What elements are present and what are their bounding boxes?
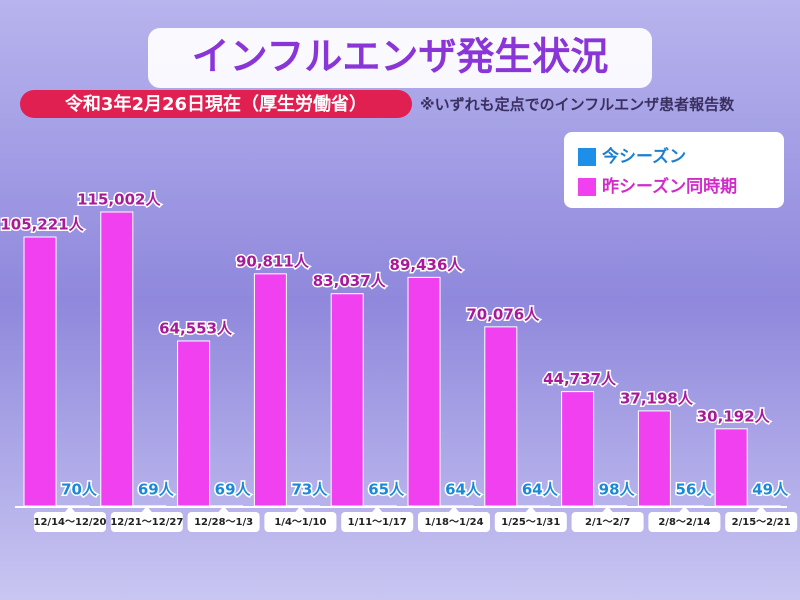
value-label: 37,198人 [620,389,694,407]
bar [23,236,57,507]
x-label-box [187,512,260,532]
note: ※いずれも定点でのインフルエンザ患者報告数 [420,96,735,114]
x-label-box [725,512,798,532]
legend-label: 今シーズン [602,146,686,167]
x-label-box [494,512,567,532]
value-label: 49人 [752,481,789,499]
bar [484,326,518,507]
x-label-box [34,512,106,532]
bar [100,211,134,507]
x-tick-label: 12/21～12/27 [110,517,183,528]
bar [637,410,671,507]
x-label-pointer [295,506,306,512]
value-label: 69人 [138,481,175,499]
bar [330,293,364,507]
legend-swatch [578,148,596,166]
bar [407,276,441,507]
x-label-box [341,512,414,532]
bar [714,428,748,507]
x-label-box [571,512,644,532]
x-tick-label: 12/28～1/3 [194,517,253,528]
x-label-box [648,512,721,532]
value-label: 105,221人 [0,216,84,234]
x-label-pointer [525,506,536,512]
x-tick-label: 1/11～1/17 [348,517,407,528]
value-label: 65人 [368,481,405,499]
x-tick-label: 12/14～12/20 [34,517,107,528]
baseline [15,506,787,508]
x-tick-label: 2/1～2/7 [585,517,630,528]
chart-title: インフルエンザ発生状況 [192,35,609,79]
legend-label: 昨シーズン同時期 [602,176,737,197]
value-label: 73人 [291,481,328,499]
value-label: 70人 [61,481,98,499]
subtitle: 令和3年2月26日現在（厚生労働省） [64,93,367,115]
value-label: 64,553人 [159,319,233,337]
value-label: 90,811人 [236,252,310,270]
title-box [148,28,652,88]
bar [561,391,595,507]
x-label-pointer [65,506,75,512]
value-label: 64人 [522,481,559,499]
value-label: 115,002人 [77,191,161,209]
x-label-pointer [679,506,690,512]
bar [177,340,211,507]
value-label: 69人 [215,481,252,499]
value-label: 89,436人 [390,256,464,274]
x-label-pointer [141,506,152,512]
x-tick-label: 1/4～1/10 [274,517,326,528]
legend-box [564,132,784,208]
value-label: 70,076人 [466,305,540,323]
x-tick-label: 1/25～1/31 [501,517,560,528]
x-tick-label: 1/18～1/24 [424,517,483,528]
legend-swatch [578,178,596,196]
subtitle-box [20,90,412,118]
value-label: 56人 [675,481,712,499]
x-tick-label: 2/15～2/21 [732,517,791,528]
x-label-pointer [602,506,613,512]
value-label: 64人 [445,481,482,499]
x-label-box [418,512,490,532]
value-label: 44,737人 [543,370,617,388]
x-label-pointer [756,506,767,512]
x-tick-label: 2/8～2/14 [658,517,710,528]
value-label: 98人 [599,481,636,499]
x-label-pointer [218,506,229,512]
bar [253,273,287,507]
x-label-box [264,512,337,532]
value-label: 30,192人 [697,407,771,425]
x-label-pointer [449,506,459,512]
x-label-box [110,512,183,532]
value-label: 83,037人 [313,272,387,290]
x-label-pointer [372,506,383,512]
